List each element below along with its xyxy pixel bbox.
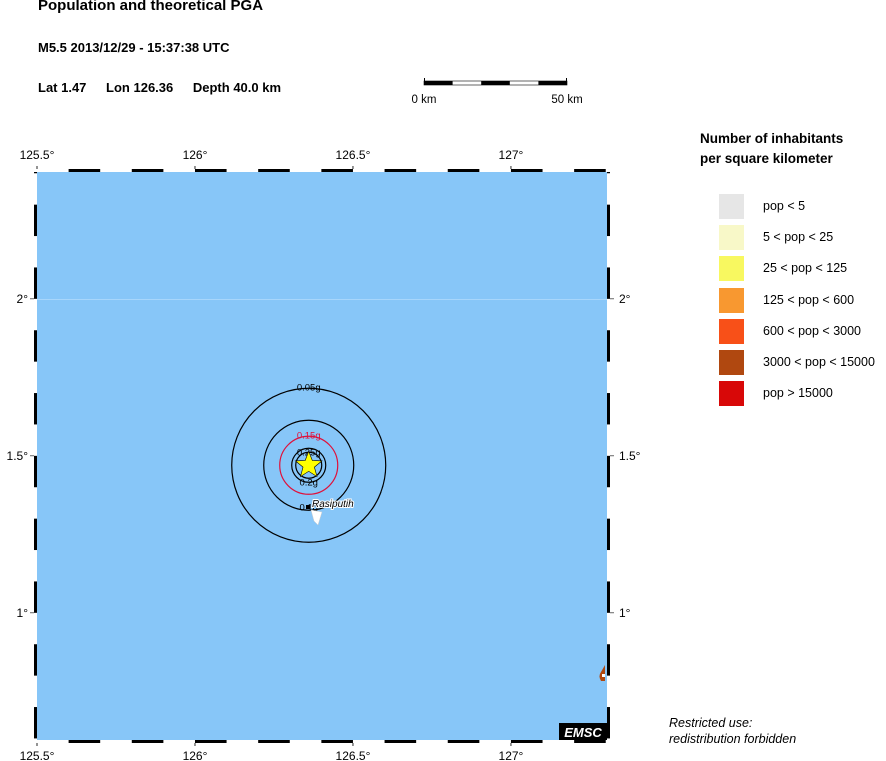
lat-tick-label: 2°	[619, 292, 631, 306]
legend-swatch	[719, 287, 744, 313]
place-label: Rasiputih	[312, 499, 354, 510]
pga-contour-label: 0.15g	[297, 430, 321, 441]
legend-swatch	[719, 318, 744, 344]
legend-label: 600 < pop < 3000	[763, 323, 862, 338]
island-rasiputih: Rasiputih	[306, 498, 355, 526]
pga-contour-0.15g	[279, 435, 339, 495]
legend-label: pop > 15000	[763, 386, 833, 401]
emsc-logo-text: EMSC	[564, 725, 602, 740]
axis-labels: 125.5° 125.5° 126° 126° 126.5° 126.5° 127° 127°…	[7, 148, 641, 761]
pga-contour-0.1g	[263, 419, 355, 511]
island-east-edge	[599, 665, 605, 681]
pga-contour-label: 0.2g	[299, 477, 318, 488]
event-location: Lat 1.47 Lon 126.36 Depth 40.0 km	[38, 80, 297, 95]
lon-tick-label: 125.5°	[20, 749, 55, 761]
legend-swatch	[719, 225, 744, 251]
lon-tick-label: 126°	[183, 749, 208, 761]
epicenter	[294, 450, 323, 478]
emsc-logo: EMSC	[559, 723, 607, 740]
lon-tick-label: 126.5°	[336, 148, 371, 162]
island-shape	[602, 674, 605, 677]
lat-tick-label: 1.5°	[619, 449, 641, 463]
notice-line1: Restricted use:	[669, 716, 753, 730]
map-frame	[34, 169, 610, 743]
lon-tick-label: 125.5°	[20, 148, 55, 162]
town-marker	[306, 505, 310, 509]
depth: Depth 40.0 km	[192, 80, 282, 95]
lon-tick-label: 127°	[499, 148, 524, 162]
legend-swatch	[719, 194, 744, 219]
lat-tick-label: 2°	[17, 292, 29, 306]
legend-title-line2: per square kilometer	[700, 151, 833, 166]
scale-bar-segment	[481, 81, 510, 85]
logo-background	[559, 723, 607, 740]
lon-tick-label: 126°	[183, 148, 208, 162]
legend-label: 3000 < pop < 15000	[763, 355, 875, 369]
pga-contour-0.2g	[291, 447, 327, 483]
longitude: Lon 126.36	[106, 80, 174, 95]
notice-line2: redistribution forbidden	[669, 732, 797, 746]
legend-swatch	[719, 381, 744, 407]
legend-label: 25 < pop < 125	[763, 261, 848, 276]
scale-bar: 0 km 50 km	[412, 78, 583, 106]
star-icon	[294, 450, 323, 478]
usage-notice: Restricted use: redistribution forbidden	[669, 715, 796, 747]
latitude: Lat 1.47	[38, 80, 87, 95]
scale-bar-segment	[538, 81, 567, 85]
lat-tick-label: 1.5°	[7, 449, 29, 463]
island-shape	[310, 509, 323, 526]
scale-end-label: 50 km	[551, 94, 582, 106]
legend-swatch	[719, 256, 744, 282]
event-info: M5.5 2013/12/29 - 15:37:38 UTC	[38, 40, 230, 55]
legend-swatch	[719, 350, 744, 375]
lon-tick-label: 126.5°	[336, 749, 371, 761]
pga-contour-label: 0.05g	[297, 382, 321, 393]
legend-label: pop < 5	[763, 199, 806, 213]
legend-label: 125 < pop < 600	[763, 292, 855, 307]
pga-contour-0.05g	[231, 387, 387, 543]
lon-tick-label: 127°	[499, 749, 524, 761]
scale-start-label: 0 km	[412, 94, 437, 106]
scale-bar-segment	[424, 81, 453, 85]
sea-area	[37, 172, 607, 740]
page-title: Population and theoretical PGA	[38, 0, 264, 14]
lat-tick-label: 1°	[619, 606, 631, 620]
legend-title-line1: Number of inhabitants	[700, 131, 844, 146]
legend-title: Number of inhabitants per square kilomet…	[700, 129, 843, 169]
lat-tick-label: 1°	[17, 606, 29, 620]
legend-label: 5 < pop < 25	[763, 230, 834, 245]
